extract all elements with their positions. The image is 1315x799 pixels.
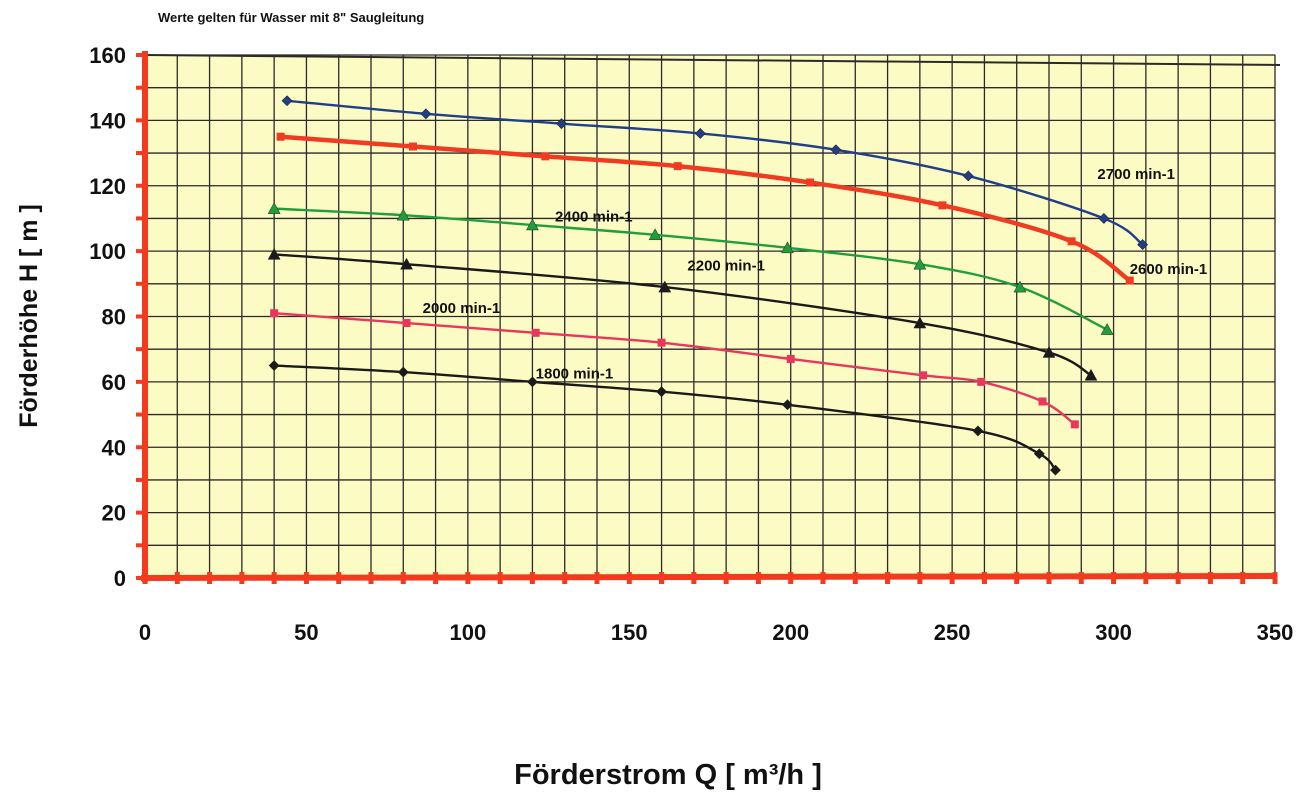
series-line <box>272 207 1109 331</box>
x-tick-label: 200 <box>772 620 809 645</box>
data-point <box>694 128 706 139</box>
grid <box>144 54 1281 578</box>
data-point <box>781 241 794 254</box>
data-point <box>782 399 793 411</box>
series-line <box>278 134 1132 283</box>
series-label: 1800 min-1 <box>536 366 614 383</box>
y-tick-label: 80 <box>102 305 126 330</box>
series-label: 2700 min-1 <box>1097 166 1175 183</box>
series-line <box>272 253 1093 377</box>
data-point <box>527 376 538 388</box>
data-point <box>1137 239 1149 251</box>
data-point <box>938 201 947 210</box>
series-line <box>272 364 1057 472</box>
x-tick-label: 100 <box>449 620 486 645</box>
y-tick-label: 160 <box>89 43 126 68</box>
y-axis-label: Förderhöhe H [ m ] <box>15 204 43 428</box>
data-point <box>396 208 410 221</box>
data-point <box>531 328 540 337</box>
data-point <box>408 142 417 151</box>
data-point <box>658 280 672 293</box>
series-labels: 2700 min-1 2600 min-1 2400 min-1 2200 min-1… <box>423 166 1208 382</box>
x-tick-label: 50 <box>294 620 318 645</box>
data-point <box>1070 420 1079 429</box>
data-point <box>267 202 281 214</box>
y-tick-label: 0 <box>114 566 126 591</box>
series-line <box>285 99 1144 246</box>
data-point <box>962 170 974 182</box>
data-point <box>267 247 281 260</box>
series-1 <box>276 132 1134 285</box>
data-point <box>397 366 409 378</box>
y-tick-label: 40 <box>102 435 126 460</box>
x-tick-label: 300 <box>1095 620 1132 645</box>
data-point <box>1042 345 1056 358</box>
data-point <box>1013 280 1027 293</box>
series-label: 2400 min-1 <box>555 209 633 226</box>
y-tick-label: 20 <box>102 501 126 526</box>
y-tick-label: 100 <box>89 239 126 264</box>
data-point <box>1067 237 1076 246</box>
chart-title: Werte gelten für Wasser mit 8" Saugleitu… <box>158 10 424 25</box>
series-2 <box>267 202 1114 335</box>
data-point <box>556 118 567 130</box>
data-point <box>913 316 927 329</box>
series-5 <box>268 360 1061 476</box>
x-tick-label: 0 <box>139 620 151 645</box>
data-point <box>1125 276 1134 285</box>
series-3 <box>267 247 1098 381</box>
data-point <box>972 425 984 437</box>
data-point <box>1098 213 1110 224</box>
data-point <box>1100 323 1114 335</box>
data-point <box>268 360 280 371</box>
axes: 0 50 100 150 200 250 300 350 0 20 40 60 80 100 120 140 1… <box>89 43 1293 645</box>
series-line <box>272 312 1077 426</box>
data-point <box>913 257 927 270</box>
plot-border-top <box>144 54 1281 66</box>
data-point <box>402 319 411 328</box>
x-tick-label: 350 <box>1257 620 1294 645</box>
data-point <box>673 162 682 171</box>
data-point <box>400 257 413 270</box>
series-label: 2600 min-1 <box>1130 261 1208 278</box>
y-tick-label: 60 <box>102 370 126 395</box>
y-tick-label: 140 <box>89 108 126 133</box>
data-point <box>1033 448 1045 460</box>
series-label: 2000 min-1 <box>423 300 501 317</box>
data-point <box>657 338 666 347</box>
data-point <box>648 228 662 241</box>
y-tick-label: 120 <box>89 174 126 199</box>
data-point <box>1038 397 1047 406</box>
data-point <box>1050 464 1061 476</box>
series-label: 2200 min-1 <box>687 258 765 275</box>
data-point <box>786 354 795 363</box>
series-layer <box>267 95 1149 476</box>
series-4 <box>270 309 1079 429</box>
x-tick-label: 250 <box>934 620 971 645</box>
data-point <box>656 386 667 398</box>
data-point <box>270 309 279 318</box>
data-point <box>420 108 432 120</box>
x-axis-label: Förderstrom Q [ m³/h ] <box>514 759 822 791</box>
data-point <box>541 152 550 161</box>
data-point <box>977 377 986 386</box>
x-tick-label: 150 <box>611 620 648 645</box>
data-point <box>276 132 285 141</box>
series-0 <box>281 95 1149 251</box>
data-point <box>919 371 928 380</box>
data-point <box>830 144 842 156</box>
data-point <box>806 178 815 187</box>
x-axis-line <box>140 573 1278 581</box>
data-point <box>281 95 293 107</box>
data-point <box>526 218 539 231</box>
data-point <box>1084 368 1098 381</box>
